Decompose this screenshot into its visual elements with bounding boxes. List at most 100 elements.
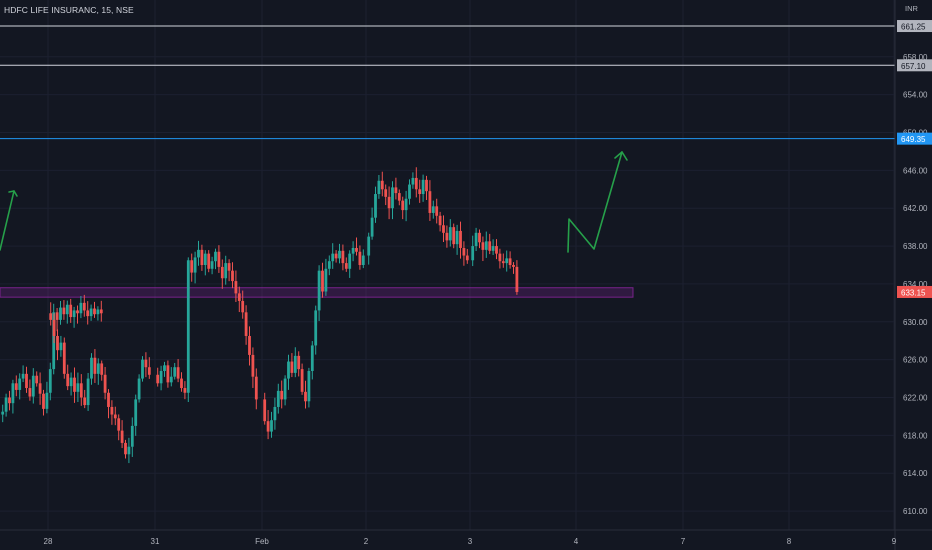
candle-body [241,300,245,313]
x-tick-label: Feb [255,537,269,546]
candle-body [48,369,52,393]
candle-body [42,393,45,409]
candle-body [515,266,519,292]
level-price-label: 649.35 [901,135,926,144]
candle-body [251,354,255,377]
candle-body [297,355,301,370]
candle-body [220,266,224,279]
last-price-label: 633.15 [901,288,926,297]
y-tick-label: 658.00 [903,53,928,62]
candle-body [411,177,415,185]
candle-body [408,184,411,199]
candle-body [234,281,238,294]
candle-body [351,247,355,254]
currency-label: INR [905,4,918,13]
candle-body [331,253,335,262]
candle-body [471,246,475,261]
candle-body [210,261,214,269]
x-tick-label: 4 [574,537,579,546]
candle-body [401,200,405,211]
candle-body [197,249,200,258]
candle-body [431,206,435,213]
candles [1,167,519,464]
candle-body [380,180,384,190]
projection-arrows [0,151,628,253]
x-tick-label: 7 [681,537,686,546]
candle-body [96,309,100,315]
candle-body [169,376,173,383]
candle-body [462,247,466,256]
level-price-tag [897,132,932,145]
candle-body [448,227,452,241]
candle-body [214,251,217,262]
candle-body [300,369,304,392]
candle-body [62,342,66,374]
candle-body [8,397,11,404]
candle-body [474,232,478,247]
candle-body [384,189,388,197]
candle-body [324,268,328,292]
x-tick-label: 28 [44,537,53,546]
candle-body [56,335,59,351]
candle-body [69,304,73,318]
candle-body [391,187,394,209]
candle-body [156,374,160,384]
y-tick-label: 654.00 [903,91,928,100]
candle-body [21,373,25,379]
candle-body [79,383,83,398]
x-tick-label: 8 [787,537,792,546]
candle-body [361,255,365,265]
level-price-tag [897,59,932,72]
candle-body [147,367,151,375]
candle-body [89,308,93,317]
candle-body [231,270,234,282]
candle-body [276,390,280,407]
candle-body [287,361,290,379]
candle-body [348,253,352,269]
candle-body [355,247,358,252]
candle-body [293,355,297,373]
level-price-tag [897,20,932,33]
candle-body [321,270,324,292]
candle-body [263,399,267,422]
candle-body [35,375,39,384]
chart-title: HDFC LIFE INSURANC, 15, NSE [4,5,134,15]
candle-body [488,241,492,251]
candle-body [66,373,70,387]
candle-body [52,319,56,336]
candle-body [394,187,398,194]
candle-body [227,263,231,271]
candle-body [4,397,8,412]
candle-body [180,378,183,389]
projection-arrow-left-head [8,190,18,197]
candle-body [96,363,100,374]
candle-body [404,198,408,211]
support-zone [0,287,634,298]
candle-body [117,418,121,431]
candle-body [501,261,505,264]
candle-body [73,377,76,392]
candle-body [425,179,428,192]
candle-body [484,241,488,250]
candle-body [435,206,439,216]
candle-body [428,191,432,213]
candle-body [270,420,273,432]
x-tick-label: 31 [151,537,160,546]
projection-arrow-right [567,151,623,253]
candle-body [280,390,284,400]
candle-body [421,179,425,195]
candle-body [14,383,18,390]
candle-body [18,378,22,390]
x-tick-label: 9 [892,537,897,546]
candle-body [248,335,251,355]
candle-body [341,250,345,264]
candle-body [55,312,59,320]
level-price-label: 661.25 [901,23,926,32]
candle-body [307,371,311,402]
candle-body [76,383,80,392]
y-tick-label: 626.00 [903,356,928,365]
candle-body [120,430,124,443]
candle-body [1,411,5,415]
